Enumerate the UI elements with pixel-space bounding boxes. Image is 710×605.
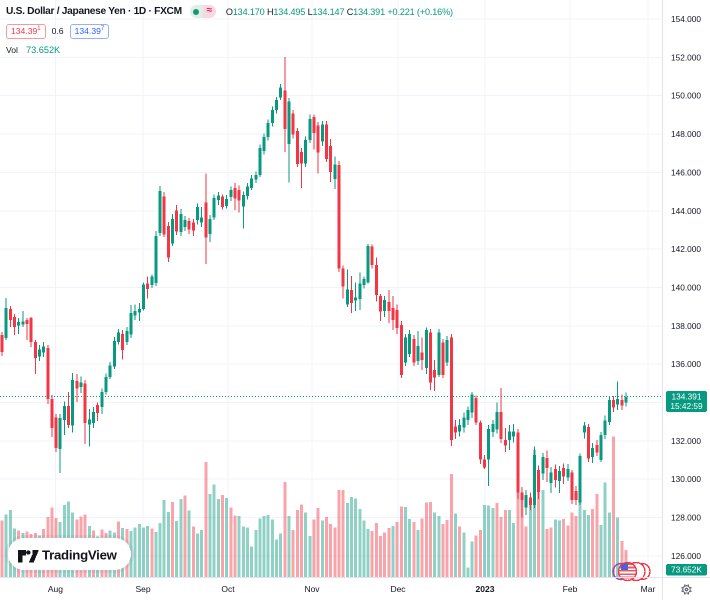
- svg-text:TradingView: TradingView: [42, 548, 118, 563]
- svg-text:Nov: Nov: [304, 584, 320, 594]
- svg-text:146.000: 146.000: [671, 167, 701, 177]
- svg-text:126.000: 126.000: [671, 551, 701, 561]
- svg-text:73.652K: 73.652K: [671, 565, 702, 575]
- svg-text:140.000: 140.000: [671, 282, 701, 292]
- svg-text:130.000: 130.000: [671, 474, 701, 484]
- svg-text:Dec: Dec: [390, 584, 406, 594]
- svg-text:132.000: 132.000: [671, 436, 701, 446]
- svg-text:Mar: Mar: [641, 584, 656, 594]
- svg-text:144.000: 144.000: [671, 206, 701, 216]
- svg-text:154.000: 154.000: [671, 14, 701, 24]
- svg-text:134.391: 134.391: [672, 392, 702, 402]
- svg-text:142.000: 142.000: [671, 244, 701, 254]
- svg-text:136.000: 136.000: [671, 359, 701, 369]
- svg-text:Aug: Aug: [48, 584, 63, 594]
- svg-text:128.000: 128.000: [671, 513, 701, 523]
- svg-text:Oct: Oct: [221, 584, 235, 594]
- svg-text:2023: 2023: [476, 584, 495, 594]
- svg-text:150.000: 150.000: [671, 91, 701, 101]
- svg-text:Sep: Sep: [135, 584, 150, 594]
- svg-text:Feb: Feb: [563, 584, 578, 594]
- svg-text:138.000: 138.000: [671, 321, 701, 331]
- svg-text:148.000: 148.000: [671, 129, 701, 139]
- svg-text:152.000: 152.000: [671, 52, 701, 62]
- svg-text:15:42:59: 15:42:59: [670, 401, 703, 411]
